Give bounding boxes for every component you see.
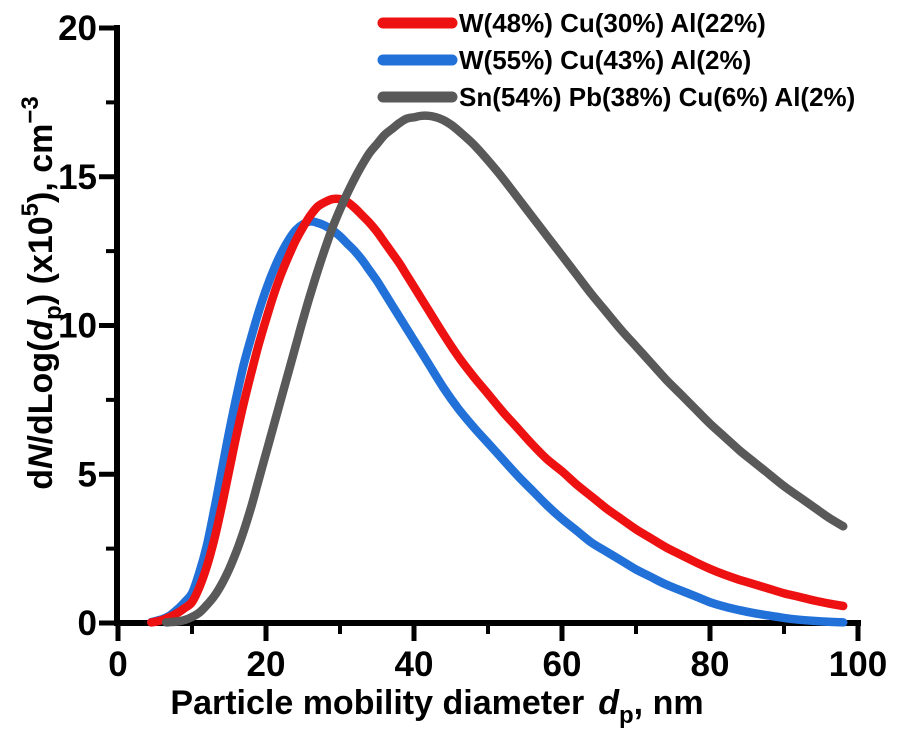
y-title-exponent: 5 bbox=[17, 203, 44, 216]
y-title-subscript: p bbox=[40, 305, 67, 320]
x-title-dp-symbol: d bbox=[598, 684, 620, 722]
y-tick-label: 0 bbox=[78, 604, 97, 643]
y-tick-label: 10 bbox=[58, 307, 97, 346]
series-curve-0 bbox=[147, 194, 848, 627]
x-axis-title: Particle mobility diameter dp, nm bbox=[170, 684, 703, 729]
y-tick-label: 5 bbox=[78, 455, 97, 494]
data-curves bbox=[147, 111, 848, 627]
y-title-text: /dLog( bbox=[22, 340, 60, 445]
x-tick-label: 40 bbox=[395, 645, 434, 684]
y-axis-title: dN/dLog(dp) (x105), cm−3 bbox=[17, 96, 67, 490]
y-tick-label: 15 bbox=[58, 158, 97, 197]
x-tick-label: 20 bbox=[247, 645, 286, 684]
series-curve-2 bbox=[161, 111, 848, 627]
legend-label-1: W(55%) Cu(43%) Al(2%) bbox=[459, 45, 751, 75]
y-title-dp-symbol: d bbox=[22, 319, 60, 341]
x-tick-label: 60 bbox=[543, 645, 582, 684]
x-tick-label: 0 bbox=[108, 645, 127, 684]
x-tick-label: 100 bbox=[829, 645, 887, 684]
y-title-d: d bbox=[22, 469, 60, 490]
legend-label-2: Sn(54%) Pb(38%) Cu(6%) Al(2%) bbox=[459, 82, 855, 112]
tick-labels: 0 20 40 60 80 100 0 5 10 15 20 bbox=[58, 9, 887, 684]
y-title-units: ), cm bbox=[22, 124, 60, 203]
legend-label-0: W(48%) Cu(30%) Al(22%) bbox=[459, 8, 766, 38]
y-title-N: N bbox=[22, 443, 60, 469]
y-title-units-exponent: −3 bbox=[17, 96, 44, 123]
x-title-units: , nm bbox=[634, 684, 704, 722]
y-tick-label: 20 bbox=[58, 9, 97, 48]
x-title-text: Particle mobility diameter bbox=[170, 684, 584, 722]
x-tick-label: 80 bbox=[691, 645, 730, 684]
y-title-x10: ) (x10 bbox=[22, 216, 60, 305]
series-curve-1 bbox=[147, 217, 848, 627]
legend: W(48%) Cu(30%) Al(22%) W(55%) Cu(43%) Al(… bbox=[377, 8, 855, 112]
x-title-subscript: p bbox=[619, 702, 634, 729]
